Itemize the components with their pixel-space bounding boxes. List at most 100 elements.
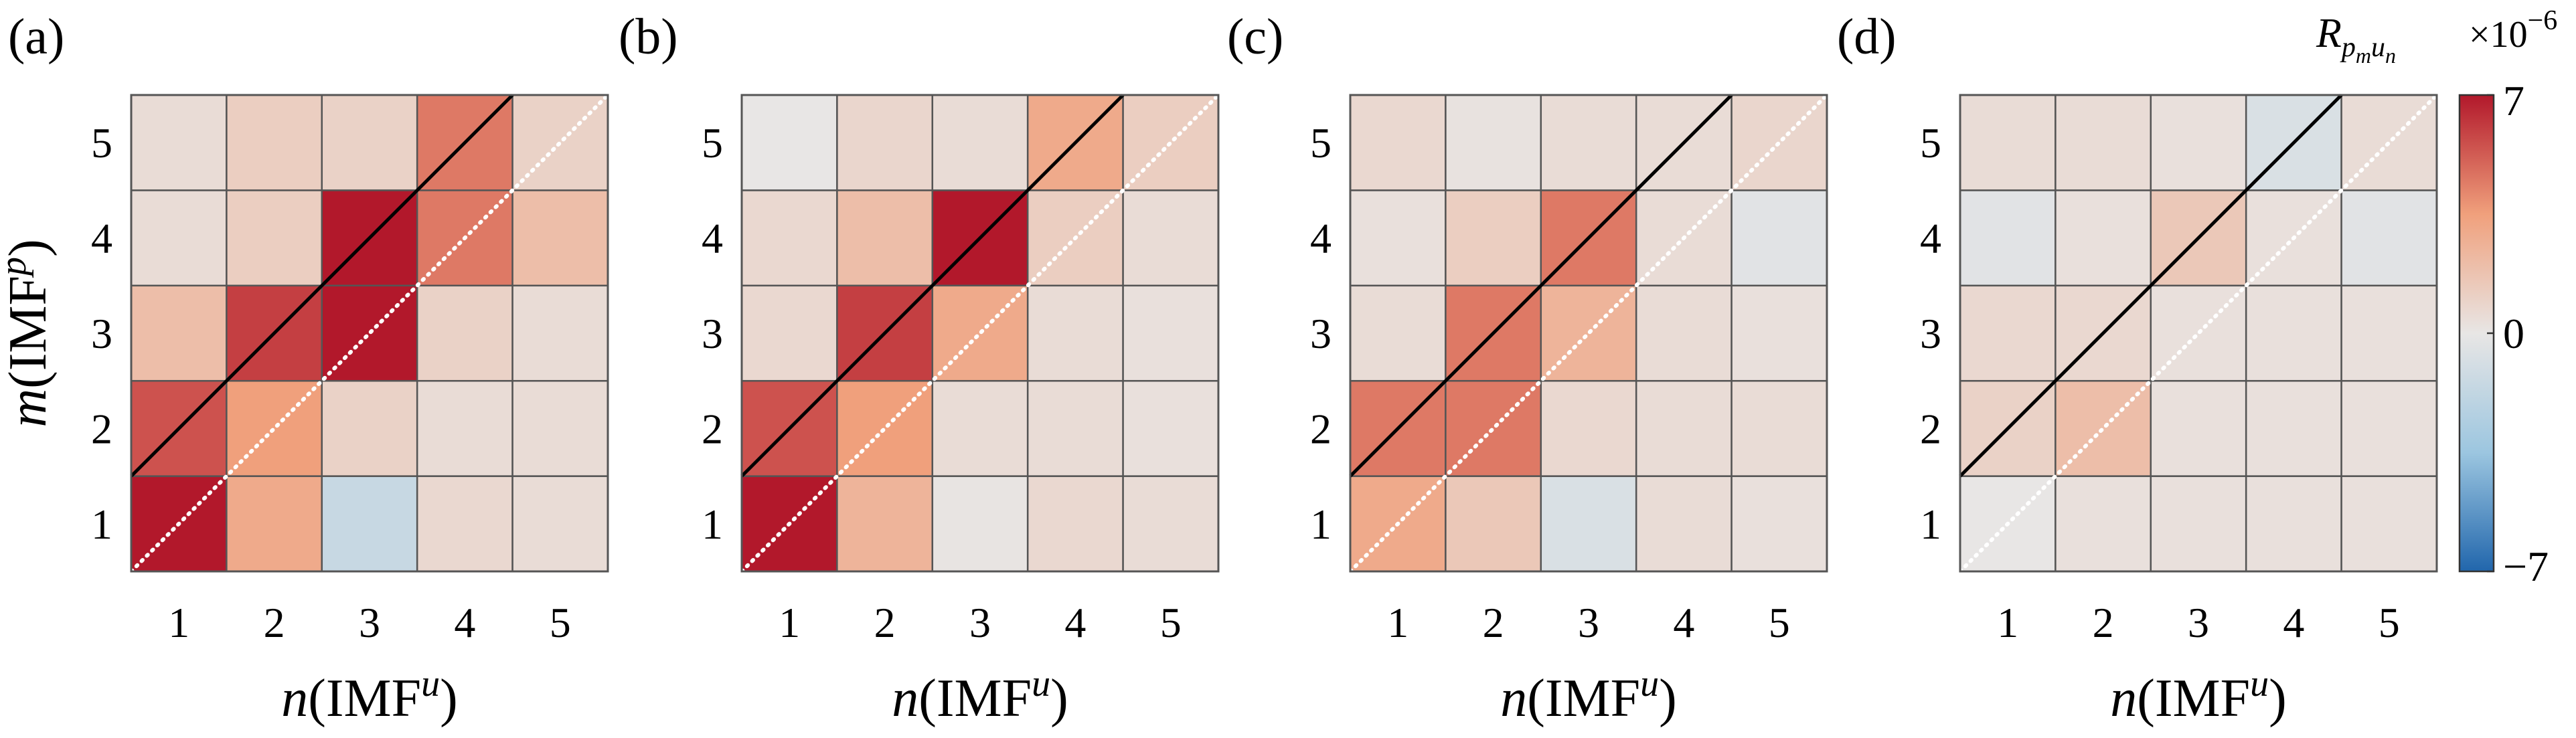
plot-frame [1959, 94, 2438, 573]
heatmap-cell [321, 94, 418, 191]
heatmap-cell [1349, 284, 1447, 382]
y-tick-label: 5 [1310, 119, 1332, 167]
y-tick-label: 4 [91, 215, 112, 262]
heatmap-cell [226, 94, 323, 191]
y-tick-label: 1 [91, 500, 112, 548]
label-part: m [0, 389, 58, 428]
heatmap-cell [416, 284, 513, 382]
plot-frame [130, 94, 609, 573]
heatmap-cell [2150, 94, 2247, 191]
heatmap-cell [1959, 189, 2057, 287]
diagonal-solid [130, 94, 514, 478]
y-tick-label: 2 [702, 405, 723, 452]
y-tick-label: 2 [1920, 405, 1941, 452]
label-part: u [2250, 663, 2269, 705]
x-tick-label: 5 [550, 599, 571, 646]
heatmap-cell [1540, 94, 1637, 191]
diagonal-dotted [1348, 93, 1829, 573]
heatmap-cell [740, 189, 838, 287]
diagonal-solid [740, 94, 1125, 478]
panel-title: (b) [619, 9, 678, 65]
heatmap-cell [1635, 284, 1733, 382]
panel-title: (a) [8, 9, 64, 65]
x-tick-label: 2 [874, 599, 896, 646]
heatmap-cell [1122, 475, 1220, 573]
heatmap-cell [2245, 284, 2342, 382]
heatmap-cell [1122, 284, 1220, 382]
x-tick-label: 4 [454, 599, 475, 646]
label-part: m [2356, 43, 2371, 68]
heatmap-cell [1635, 475, 1733, 573]
heatmap-cell [416, 475, 513, 573]
label-part: ) [1659, 669, 1677, 728]
heatmap-cell [2055, 94, 2152, 191]
heatmap-cell [1349, 189, 1447, 287]
x-tick-label: 1 [1997, 599, 2018, 646]
y-tick-label: 2 [91, 405, 112, 452]
x-axis-label: n(IMFu) [2110, 663, 2287, 728]
heatmap-cell [2150, 379, 2247, 477]
x-tick-label: 5 [2379, 599, 2400, 646]
heatmap-cell [2150, 475, 2247, 573]
heatmap-cell [1445, 189, 1542, 287]
diagonal-dotted [129, 93, 610, 573]
label-part: n [892, 669, 918, 728]
label-part: ) [0, 239, 58, 257]
heatmap-cell [740, 284, 838, 382]
x-tick-label: 2 [1483, 599, 1504, 646]
x-tick-label: 1 [1387, 599, 1408, 646]
heatmap-cell [931, 475, 1029, 573]
heatmap-cell [511, 284, 609, 382]
heatmap-cell [321, 475, 418, 573]
label-part: R [2316, 11, 2342, 56]
heatmap-cell [1730, 475, 1828, 573]
heatmap-cell [226, 189, 323, 287]
colorbar-tick-label: 0 [2503, 310, 2524, 357]
heatmap-cell [1026, 284, 1124, 382]
heatmap-cell [1730, 379, 1828, 477]
x-tick-label: 1 [779, 599, 800, 646]
heatmap-cell [130, 189, 228, 287]
heatmap-cell [226, 475, 323, 573]
label-part: ) [1050, 669, 1068, 728]
y-tick-label: 3 [702, 310, 723, 357]
x-tick-label: 4 [1064, 599, 1086, 646]
heatmap-cell [836, 475, 934, 573]
heatmap-cell [2055, 475, 2152, 573]
heatmap-cell [2340, 284, 2438, 382]
heatmap-cell [1445, 475, 1542, 573]
label-part: (IMF [918, 669, 1032, 728]
x-axis-label: n(IMFu) [892, 663, 1068, 728]
y-tick-label: 2 [1310, 405, 1332, 452]
heatmap-cell [836, 189, 934, 287]
heatmap-cell [416, 379, 513, 477]
y-tick-label: 4 [702, 215, 723, 262]
heatmap-cell [1959, 284, 2057, 382]
y-tick-label: 4 [1310, 215, 1332, 262]
heatmap-cell [511, 379, 609, 477]
colorbar-scale: ×10−6 [2469, 5, 2557, 56]
label-part: u [421, 663, 440, 705]
label-part: n [2110, 669, 2137, 728]
label-part: u [1640, 663, 1659, 705]
heatmap-cell [931, 379, 1029, 477]
heatmap-cell [931, 94, 1029, 191]
plot-frame [1349, 94, 1828, 573]
heatmap-cell [1349, 94, 1447, 191]
x-tick-label: 3 [2188, 599, 2209, 646]
heatmap-cell [1122, 379, 1220, 477]
label-part: ) [440, 669, 458, 728]
label-part: (IMF [2137, 669, 2250, 728]
y-tick-label: 1 [1920, 500, 1941, 548]
label-part: (IMF [308, 669, 421, 728]
heatmap-cell [130, 94, 228, 191]
colorbar-tick-label: 7 [2503, 77, 2524, 124]
label-part: u [1032, 663, 1050, 705]
panel-title: (d) [1837, 9, 1897, 65]
y-axis-label: m(IMFp) [0, 239, 58, 427]
heatmap-cell [2245, 475, 2342, 573]
x-tick-label: 3 [969, 599, 991, 646]
x-tick-label: 5 [1769, 599, 1790, 646]
y-tick-label: 1 [702, 500, 723, 548]
